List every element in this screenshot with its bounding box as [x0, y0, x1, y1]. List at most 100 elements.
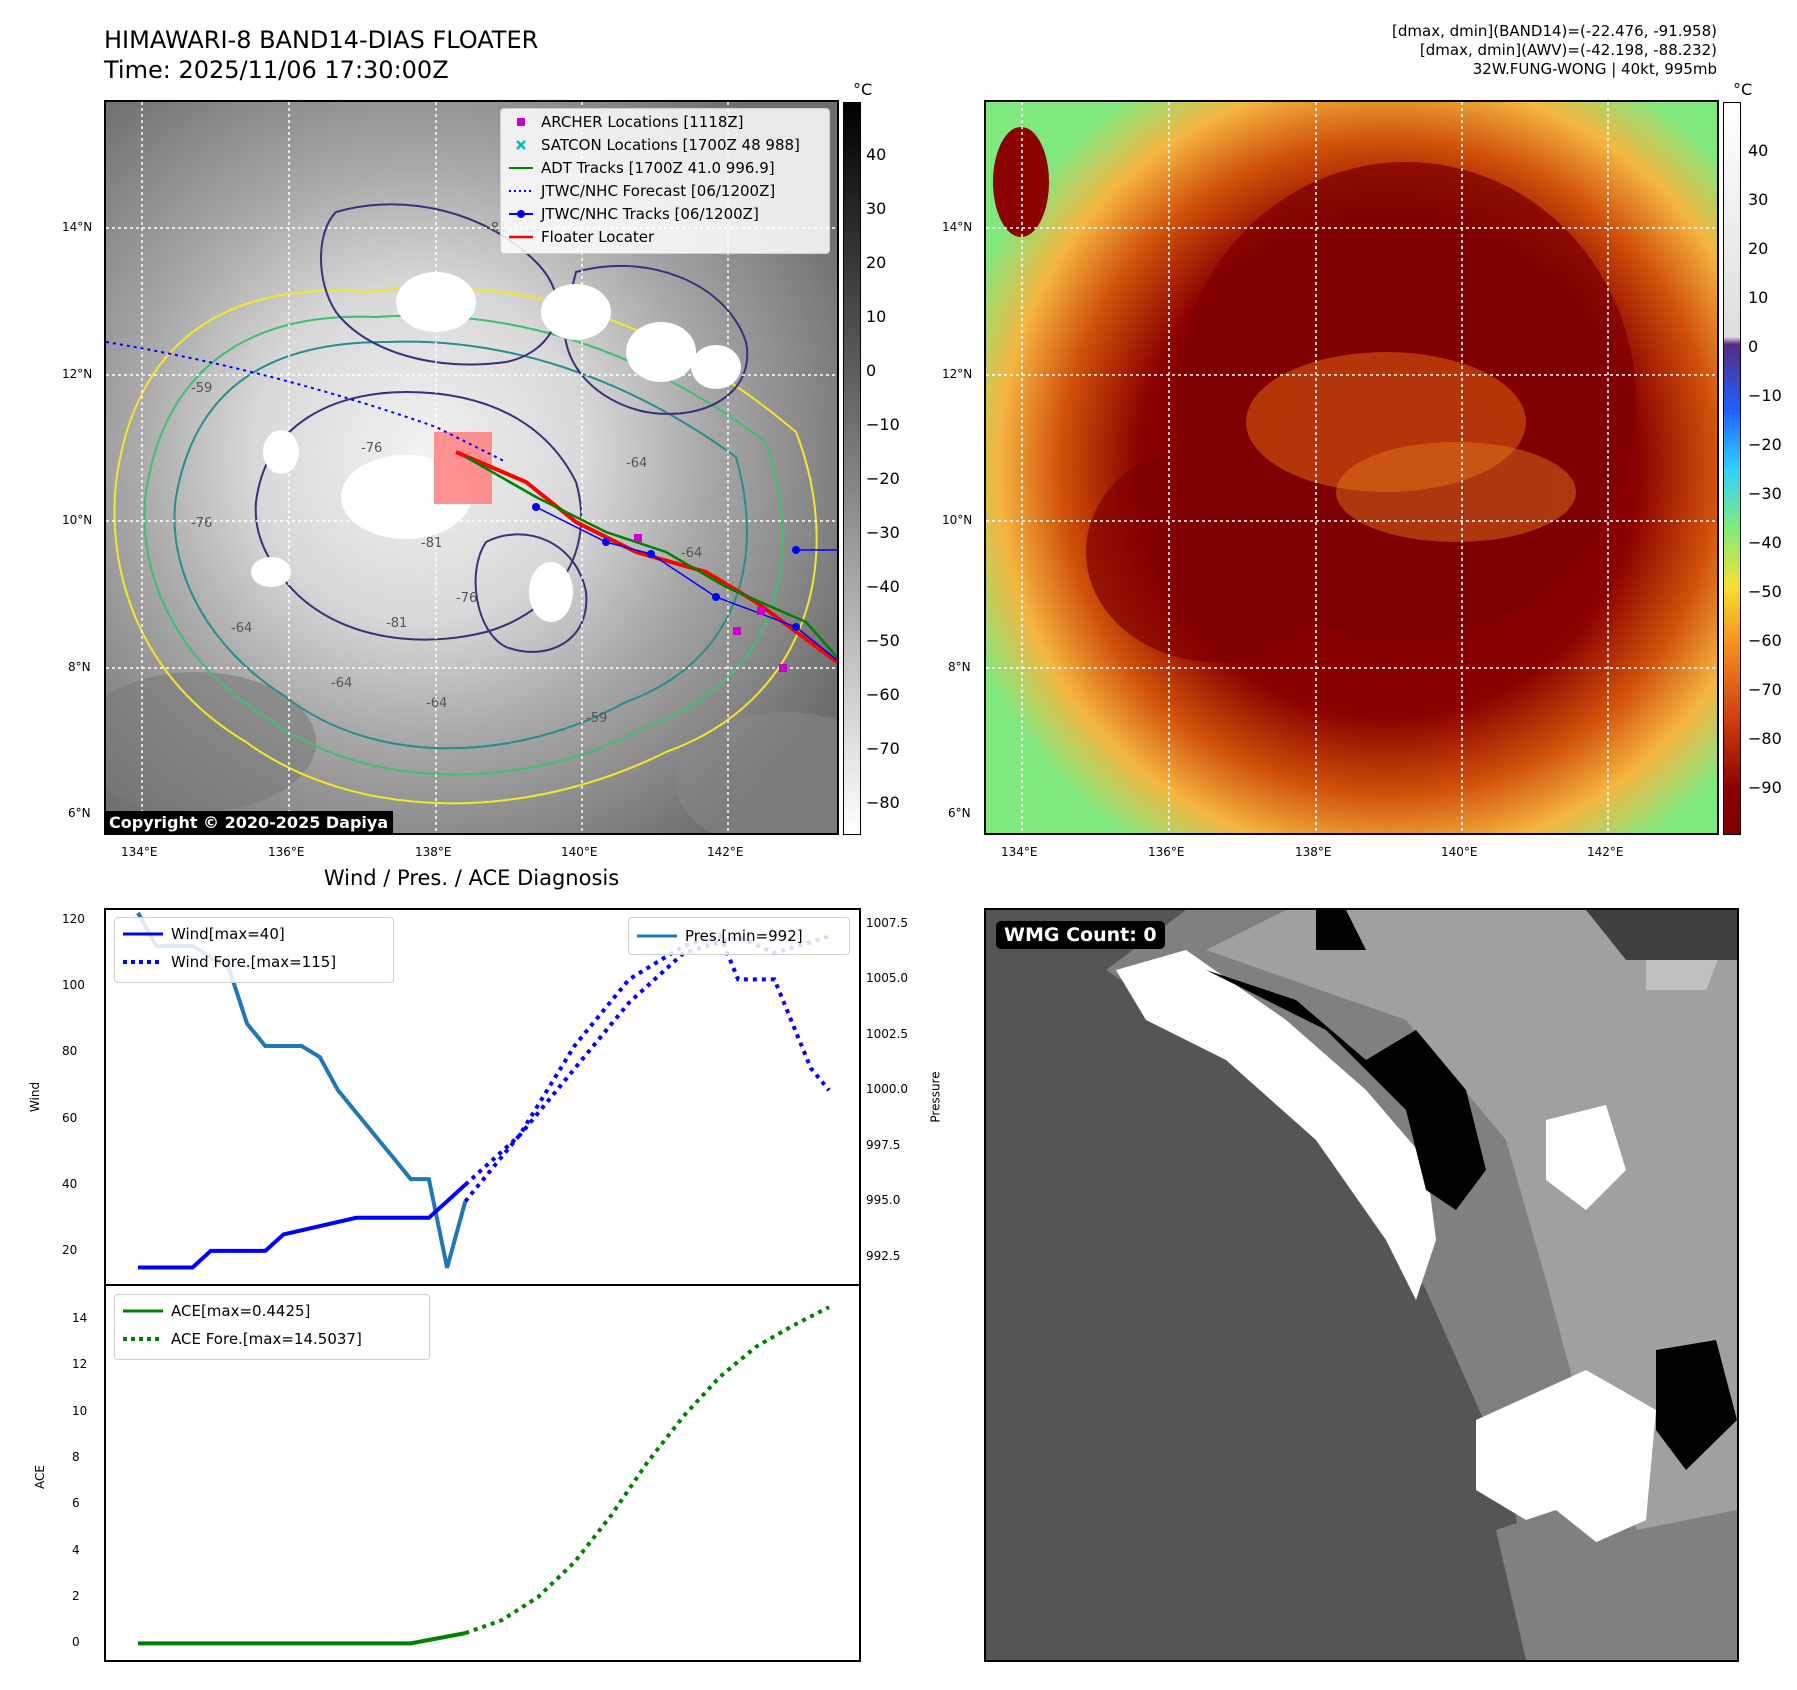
wind-tick-label: 80 — [62, 1044, 78, 1059]
lon-label: 138°E — [1295, 845, 1332, 859]
contour-label: -81 — [386, 616, 407, 631]
ir-image-panel: -76 -81 -64 -59 -64 -64 -76 -81 -64 -59 … — [104, 100, 839, 835]
contour-label: -64 — [331, 676, 352, 691]
colorbar-tick-label: −20 — [866, 469, 900, 488]
ace-forecast-line — [464, 1305, 830, 1635]
colorbar-tick-label: −90 — [1748, 778, 1782, 797]
lon-label: 136°E — [1148, 845, 1185, 859]
ace-tick-label: 0 — [72, 1635, 80, 1650]
wind-forecast-line — [463, 934, 830, 1187]
color-ir-image — [986, 102, 1717, 833]
legend-jtwc-forecast: JTWC/NHC Forecast [06/1200Z] — [509, 182, 776, 200]
lat-label: 10°N — [942, 513, 973, 527]
wmg-image — [1106, 910, 1737, 1660]
ace-axis-label: ACE — [32, 1465, 47, 1489]
pressure-tick-label: 1000.0 — [866, 1082, 908, 1097]
legend-archer: ARCHER Locations [1118Z] — [509, 112, 744, 132]
colorbar-tick-label: −50 — [866, 631, 900, 650]
wmg-panel — [984, 908, 1739, 1662]
pressure-tick-label: 995.0 — [866, 1193, 901, 1208]
ace-plot — [138, 1305, 830, 1646]
colorbar-tick-label: −70 — [1748, 680, 1782, 699]
lon-label: 138°E — [415, 845, 452, 859]
pressure-tick-label: 1007.5 — [866, 915, 908, 930]
colorbar-tick-label: −40 — [1748, 533, 1782, 552]
legend-ace-fore: ACE Fore.[max=14.5037] — [123, 1330, 362, 1348]
pressure-tick-label: 1002.5 — [866, 1026, 908, 1041]
wind-axis-label: Wind — [28, 1081, 43, 1113]
colorbar-tick-label: −50 — [1748, 582, 1782, 601]
lon-label: 140°E — [1441, 845, 1478, 859]
contour-label: -76 — [191, 516, 212, 531]
lon-label: 134°E — [121, 845, 158, 859]
contour-label: -64 — [626, 456, 647, 471]
colorbar-tick-label: −60 — [866, 685, 900, 704]
lon-label: 136°E — [268, 845, 305, 859]
ace-tick-label: 8 — [72, 1449, 80, 1464]
colorbar-tick-label: −10 — [1748, 386, 1782, 405]
ace-legend: ACE[max=0.4425] ACE Fore.[max=14.5037] — [114, 1294, 430, 1360]
lat-label: 6°N — [948, 806, 971, 820]
legend-wind-fore: Wind Fore.[max=115] — [123, 953, 337, 971]
colorbar-tick-label: −30 — [1748, 484, 1782, 503]
jtwc-track — [535, 506, 837, 661]
colorbar-tick-label: −20 — [1748, 435, 1782, 454]
wind-tick-label: 120 — [62, 912, 85, 926]
ace-tick-label: 4 — [72, 1542, 80, 1557]
ace-tick-label: 12 — [72, 1357, 88, 1372]
colorbar-tick-label: 20 — [1748, 239, 1769, 258]
contour-label: -59 — [586, 711, 607, 726]
pressure-tick-label: 1005.0 — [866, 971, 908, 986]
copyright: Copyright © 2020-2025 Dapiya — [104, 811, 394, 834]
pressure-forecast-line — [463, 932, 831, 1203]
legend-floater: Floater Locater — [509, 228, 655, 246]
info-block: [dmax, dmin](BAND14)=(-22.476, -91.958) … — [1392, 22, 1717, 79]
legend-adt: ADT Tracks [1700Z 41.0 996.9] — [509, 159, 775, 177]
wind-tick-label: 100 — [62, 978, 85, 993]
legend-jtwc-tracks: JTWC/NHC Tracks [06/1200Z] — [509, 204, 759, 224]
colorbar-tick-label: 10 — [866, 307, 887, 326]
colorbar-tick-label: 40 — [866, 145, 887, 164]
ir-colorbar — [843, 102, 861, 835]
contour-label: -64 — [231, 621, 252, 636]
lon-label: 142°E — [1587, 845, 1624, 859]
colorbar-tick-label: −80 — [866, 793, 900, 812]
pressure-axis-label: Pressure — [928, 1071, 943, 1123]
pressure-tick-label: 992.5 — [866, 1248, 901, 1263]
lat-label: 14°N — [62, 220, 93, 234]
color-ir-panel — [984, 100, 1719, 835]
ace-tick-label: 6 — [72, 1496, 80, 1511]
legend-wind: Wind[max=40] — [123, 925, 285, 943]
lat-label: 8°N — [68, 660, 91, 674]
colorbar-tick-label: 20 — [866, 253, 887, 272]
colorbar-tick-label: −70 — [866, 739, 900, 758]
colorbar-tick-label: 0 — [866, 361, 877, 380]
figure-time: Time: 2025/11/06 17:30:00Z — [104, 56, 449, 84]
wind-tick-label: 40 — [62, 1176, 78, 1191]
colorbar-tick-label: −40 — [866, 577, 900, 596]
contour-label: -81 — [421, 536, 442, 551]
ir-legend: ARCHER Locations [1118Z] SATCON Location… — [500, 108, 830, 254]
pressure-legend: Pres.[min=992] — [628, 917, 850, 955]
pressure-tick-label: 997.5 — [866, 1137, 901, 1152]
lon-label: 140°E — [561, 845, 598, 859]
lat-label: 12°N — [62, 367, 93, 381]
lat-label: 12°N — [942, 367, 973, 381]
wind-line — [138, 1183, 467, 1270]
lat-label: 6°N — [68, 806, 91, 820]
ir-image: -76 -81 -64 -59 -64 -64 -76 -81 -64 -59 … — [106, 102, 837, 833]
ace-panel — [104, 1284, 861, 1662]
contour-label: -76 — [361, 441, 382, 456]
floater-locater-track — [455, 450, 837, 664]
diagnosis-title: Wind / Pres. / ACE Diagnosis — [323, 866, 620, 890]
lon-label: 134°E — [1001, 845, 1038, 859]
floater-box — [434, 432, 492, 504]
colorbar-tick-label: 10 — [1748, 288, 1769, 307]
wmg-count-label: WMG Count: 0 — [996, 921, 1165, 949]
colorbar-tick-label: −80 — [1748, 729, 1782, 748]
contour-label: -64 — [681, 546, 702, 561]
info-line-awv: [dmax, dmin](AWV)=(-42.198, -88.232) — [1419, 41, 1717, 59]
color-colorbar — [1723, 102, 1741, 835]
colorbar-tick-label: −10 — [866, 415, 900, 434]
wind-tick-label: 20 — [62, 1242, 78, 1257]
